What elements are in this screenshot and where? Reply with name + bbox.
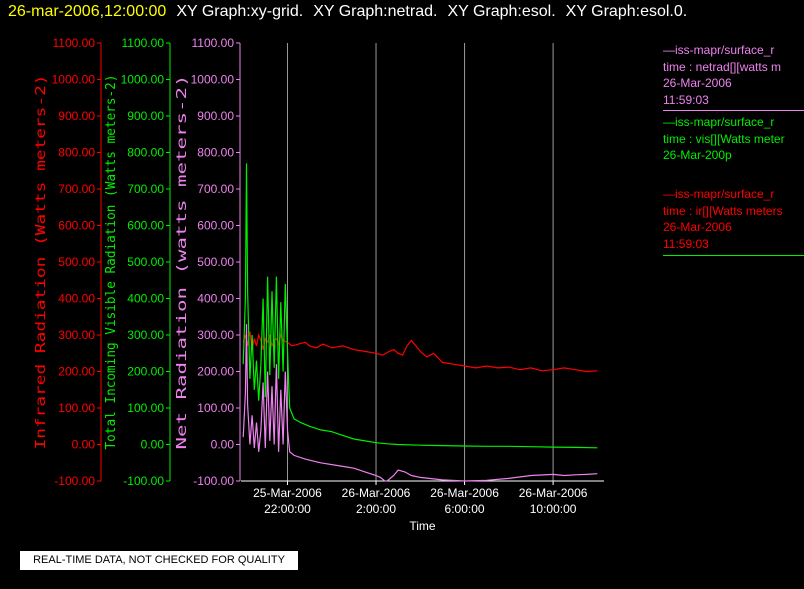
legend-netrad-title: —iss-mapr/surface_r	[663, 43, 775, 57]
y-tick-label: -100.00	[193, 474, 234, 488]
series-line-vis	[242, 163, 598, 449]
legend-ir: —iss-mapr/surface_r time : ir[][Watts me…	[663, 186, 804, 252]
y-tick-label: 700.00	[197, 182, 234, 196]
title-bar: 26-mar-2006,12:00:00 XY Graph:xy-grid. XY …	[0, 0, 804, 24]
y-tick-label: 400.00	[127, 292, 164, 306]
y-tick-label: 200.00	[197, 365, 234, 379]
y-axis-label: Net Radiation (watts meters-2)	[175, 75, 190, 450]
legend-netrad: —iss-mapr/surface_r time : netrad[][watt…	[663, 42, 804, 108]
y-tick-label: 1100.00	[122, 36, 165, 50]
legend-vis-date: 26-Mar-200p	[663, 148, 732, 162]
x-tick-label-time: 2:00:00	[356, 502, 396, 516]
y-tick-label: 900.00	[127, 109, 164, 123]
series-line-netrad	[242, 324, 598, 482]
y-tick-label: 1000.00	[191, 73, 235, 87]
y-tick-label: 100.00	[197, 401, 234, 415]
y-tick-label: 800.00	[197, 146, 234, 160]
y-axis-label: Total Incoming Visible Radiation (Watts …	[104, 75, 119, 450]
y-tick-label: -100.00	[123, 474, 164, 488]
y-tick-label: 200.00	[127, 365, 164, 379]
legend-ir-title: —iss-mapr/surface_r	[663, 187, 775, 201]
legend-vis-title: —iss-mapr/surface_r	[663, 115, 775, 129]
y-tick-label: 500.00	[197, 255, 234, 269]
y-tick-label: 900.00	[197, 109, 234, 123]
y-tick-label: 100.00	[127, 401, 164, 415]
y-tick-label: 400.00	[197, 292, 234, 306]
y-tick-label: 1000.00	[52, 73, 96, 87]
series-line-ir	[242, 331, 598, 373]
x-tick-label-date: 26-Mar-2006	[519, 486, 588, 500]
y-tick-label: -100.00	[54, 474, 95, 488]
y-tick-label: 500.00	[127, 255, 164, 269]
y-tick-label: 600.00	[127, 219, 164, 233]
x-tick-label-date: 25-Mar-2006	[253, 486, 322, 500]
legend-netrad-date: 26-Mar-2006	[663, 76, 732, 90]
y-tick-label: 300.00	[58, 328, 95, 342]
y-tick-label: 200.00	[58, 365, 95, 379]
legend-vis: —iss-mapr/surface_r time : vis[][Watts m…	[663, 114, 804, 164]
x-axis-title: Time	[409, 519, 436, 533]
graph-title-esol0: XY Graph:esol.0.	[565, 3, 688, 20]
y-tick-label: 100.00	[58, 401, 95, 415]
y-axis-label: Infrared Radiation (Watts meters-2)	[34, 74, 49, 449]
y-tick-label: 800.00	[58, 146, 95, 160]
y-tick-label: 0.00	[211, 438, 235, 452]
legend-netrad-time: 11:59:03	[663, 92, 709, 107]
legend-separator	[663, 110, 804, 111]
legend-vis-desc: time : vis[][Watts meter	[663, 131, 785, 146]
y-tick-label: 800.00	[127, 146, 164, 160]
legend-ir-date: 26-Mar-2006	[663, 220, 732, 234]
y-tick-label: 900.00	[58, 109, 95, 123]
y-tick-label: 0.00	[141, 438, 165, 452]
x-tick-label-date: 26-Mar-2006	[342, 486, 411, 500]
y-tick-label: 400.00	[58, 292, 95, 306]
y-tick-label: 300.00	[197, 328, 234, 342]
y-tick-label: 1100.00	[192, 36, 235, 50]
x-tick-label-time: 6:00:00	[445, 502, 485, 516]
y-tick-label: 600.00	[197, 219, 234, 233]
y-tick-label: 700.00	[58, 182, 95, 196]
x-tick-label-time: 10:00:00	[530, 502, 577, 516]
legend-ir-desc: time : ir[][Watts meters	[663, 203, 783, 218]
y-tick-label: 500.00	[58, 255, 95, 269]
y-tick-label: 1100.00	[53, 36, 96, 50]
graph-title-netrad: XY Graph:netrad.	[313, 3, 438, 20]
timestamp: 26-mar-2006,12:00:00	[8, 3, 167, 20]
legend-netrad-desc: time : netrad[][watts m	[663, 59, 782, 74]
y-tick-label: 0.00	[72, 438, 96, 452]
y-tick-label: 1000.00	[121, 73, 165, 87]
graph-title-esol: XY Graph:esol.	[447, 3, 556, 20]
legend-ir-time: 11:59:03	[663, 236, 709, 251]
quality-disclaimer: REAL-TIME DATA, NOT CHECKED FOR QUALITY	[20, 551, 298, 570]
y-tick-label: 700.00	[127, 182, 164, 196]
y-tick-label: 300.00	[127, 328, 164, 342]
y-tick-label: 600.00	[58, 219, 95, 233]
x-tick-label-time: 22:00:00	[264, 502, 311, 516]
graph-title-xy-grid: XY Graph:xy-grid.	[176, 3, 304, 20]
legend-separator	[663, 255, 804, 256]
x-tick-label-date: 26-Mar-2006	[430, 486, 499, 500]
